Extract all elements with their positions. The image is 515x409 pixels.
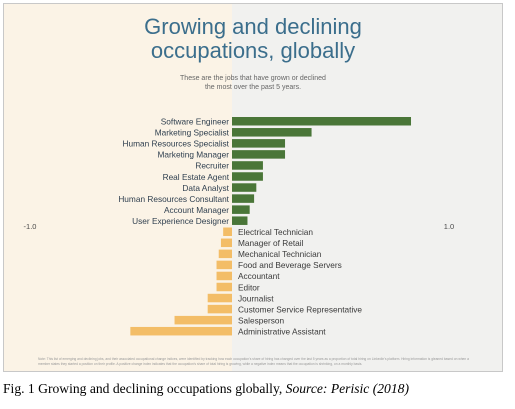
bar-0: [232, 117, 412, 126]
negative-side-panel: [4, 4, 232, 371]
bar-4: [232, 161, 263, 170]
bar-label-15: Editor: [238, 282, 260, 292]
bar-label-2: Human Resources Specialist: [122, 139, 229, 149]
bar-label-8: Account Manager: [164, 205, 229, 215]
bar-12: [218, 249, 232, 259]
bar-label-19: Administrative Assistant: [238, 326, 326, 336]
chart-subtitle-line-2: the most over the past 5 years.: [204, 84, 302, 91]
bar-label-14: Accountant: [238, 271, 280, 281]
bar-10: [223, 227, 232, 236]
bar-label-10: Electrical Technician: [238, 227, 313, 237]
bar-label-1: Marketing Specialist: [155, 128, 230, 138]
bar-label-6: Data Analyst: [182, 183, 229, 193]
bar-label-16: Journalist: [238, 293, 274, 303]
bar-label-13: Food and Beverage Servers: [238, 260, 342, 270]
bar-label-0: Software Engineer: [161, 117, 229, 127]
bar-11: [220, 238, 232, 248]
chart-title-line-2: occupations, globally: [150, 38, 356, 63]
bar-9: [232, 216, 248, 225]
bar-7: [232, 194, 255, 203]
chart-subtitle-line-1: These are the jobs that have grown or de…: [180, 75, 326, 82]
chart-note: Note: This list of emerging and declinin…: [38, 357, 469, 366]
bar-16: [207, 293, 232, 303]
bar-8: [232, 205, 250, 214]
bar-13: [216, 260, 232, 270]
bar-label-7: Human Resources Consultant: [118, 194, 229, 204]
bar-6: [232, 183, 257, 192]
figure-caption: Fig. 1 Growing and declining occupations…: [3, 381, 512, 397]
bar-label-11: Manager of Retail: [238, 238, 304, 248]
chart-title-line-1: Growing and declining: [144, 14, 362, 39]
caption-source: Source: Perisic (2018): [285, 381, 409, 396]
x-tick-label-max: 1.0: [444, 222, 454, 231]
bar-3: [232, 150, 286, 159]
bar-2: [232, 139, 286, 148]
bar-label-17: Customer Service Representative: [238, 304, 362, 314]
bar-18: [174, 315, 232, 325]
bar-5: [232, 172, 263, 181]
bar-label-3: Marketing Manager: [158, 150, 230, 160]
bar-label-12: Mechanical Technician: [238, 249, 322, 259]
chart-title: Growing and declining occupations, globa…: [4, 15, 502, 63]
x-tick-label-min: -1.0: [24, 222, 37, 231]
caption-prefix: Fig. 1 Growing and declining occupations…: [3, 381, 286, 396]
bar-17: [207, 304, 232, 314]
chart-subtitle: These are the jobs that have grown or de…: [4, 74, 502, 92]
bar-19: [130, 326, 232, 336]
bar-14: [216, 271, 232, 281]
bar-1: [232, 128, 312, 137]
bar-label-4: Recruiter: [195, 161, 229, 171]
infographic-card: Growing and declining occupations, globa…: [3, 3, 503, 372]
bar-15: [216, 282, 232, 292]
bar-label-18: Salesperson: [238, 315, 285, 325]
bar-label-5: Real Estate Agent: [163, 172, 230, 182]
bar-label-9: User Experience Designer: [132, 216, 229, 226]
